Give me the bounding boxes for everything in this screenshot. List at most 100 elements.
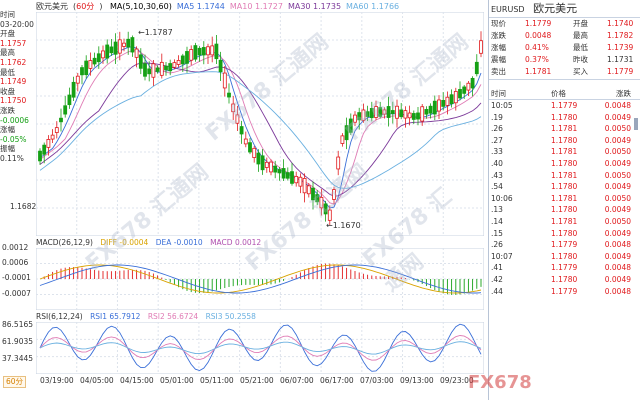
low-value: 1.1749	[0, 77, 27, 87]
candle-body	[374, 106, 378, 118]
fx678-logo: FX678	[468, 372, 532, 393]
candle-body	[117, 39, 122, 54]
divider	[489, 79, 640, 80]
candle-body	[411, 113, 416, 120]
tick-time: .27	[491, 135, 503, 145]
tick-price: 1.1780	[551, 275, 578, 284]
candle-body	[361, 109, 366, 121]
candle-body	[214, 43, 219, 60]
candle-body	[344, 125, 349, 141]
candle-body	[63, 105, 68, 115]
tick-row: .43 1.1781 0.0050	[489, 170, 640, 182]
quote-value: 1.1779	[607, 67, 634, 76]
candle-body	[260, 155, 265, 171]
candle-body	[50, 134, 55, 140]
time-axis-label: 07/03:00	[360, 376, 394, 385]
time-axis: 03/19:00 04/05:00 04/15:00 05/01:00 05/11:00…	[36, 376, 484, 388]
candle-body	[222, 72, 227, 89]
macd-chart[interactable]	[36, 248, 484, 310]
candle-body	[407, 112, 412, 119]
tick-row: .19 1.1780 0.0049	[489, 112, 640, 124]
tick-price: 1.1781	[551, 193, 578, 203]
open-label: 开盘	[0, 29, 15, 39]
candle-body	[285, 172, 290, 179]
chart-area[interactable]: 欧元美元 (60分) MA(5,10,30,60) MA5 1.1744 MA10 1…	[0, 0, 488, 400]
rsi-axis-label-2: 61.9035	[2, 337, 34, 346]
symbol-title: 欧元美元 (60分)	[36, 2, 103, 11]
candle-body	[269, 161, 273, 173]
tick-list[interactable]: 10:05 1.1779 0.0048 .19 1.1780 0.0049 .26 1.178…	[489, 100, 640, 300]
tick-row: 10:07 1.1780 0.0049	[489, 251, 640, 263]
tick-time: .13	[491, 205, 503, 215]
time-label: 时间	[0, 10, 15, 19]
time-axis-label: 05/11:00	[200, 376, 234, 385]
candle-body	[315, 194, 320, 203]
candle-body	[84, 60, 89, 76]
ticks-header-price: 价格	[551, 89, 566, 98]
candle-body	[243, 138, 248, 145]
tick-change: 0.0050	[604, 147, 631, 157]
change-value: -0.0006	[0, 115, 29, 125]
tick-row: .44 1.1779 0.0048	[489, 286, 640, 298]
tick-price: 1.1779	[551, 240, 578, 250]
rsi-axis-label-1: 86.5165	[2, 320, 34, 329]
candle-body	[336, 156, 341, 170]
tick-time: .15	[491, 228, 503, 238]
candle-body	[474, 61, 479, 75]
rsi-chart[interactable]	[36, 322, 484, 374]
rsi-axis-label-3: 37.3445	[2, 354, 34, 363]
tick-row: .15 1.1780 0.0049	[489, 228, 640, 240]
candle-body	[395, 105, 399, 119]
rsi-line	[39, 335, 482, 361]
candlestick-chart[interactable]	[36, 12, 484, 236]
tick-change: 0.0049	[604, 182, 631, 192]
candle-body	[126, 38, 131, 48]
tick-price: 1.1781	[551, 147, 578, 157]
ticks-header: 时间 价格 涨跌	[489, 88, 640, 100]
candle-body	[46, 139, 51, 148]
tick-row: .41 1.1779 0.0048	[489, 262, 640, 274]
candle-body	[470, 77, 475, 89]
candle-body	[235, 114, 240, 124]
tick-time: .19	[491, 112, 503, 122]
symbol-name: 欧元美元	[533, 2, 578, 15]
macd-value: MACD 0.0012	[210, 238, 262, 247]
ma-legend-item: MA(5,10,30,60)	[109, 2, 172, 11]
tick-price: 1.1780	[551, 228, 578, 238]
candle-body	[441, 99, 446, 107]
period-button[interactable]: 60分	[3, 376, 27, 388]
rsi-title: RSI(6,12,24)	[36, 312, 83, 321]
candle-body	[399, 109, 404, 118]
candle-body	[172, 62, 177, 68]
tick-price: 1.1780	[551, 135, 578, 145]
candle-body	[302, 178, 307, 194]
quote-row: 涨幅 0.41% 最低 1.1739	[489, 42, 640, 53]
macd-line	[39, 264, 482, 294]
macd-diff: DIFF -0.0004	[100, 238, 149, 247]
tick-change: 0.0049	[604, 159, 631, 168]
scrollbar-thumb[interactable]	[634, 118, 638, 130]
candle-body	[92, 57, 97, 65]
tick-price: 1.1780	[551, 182, 578, 192]
macd-dea: DEA -0.0010	[155, 238, 203, 247]
time-axis-label: 06/17:00	[320, 376, 354, 385]
candle-body	[386, 106, 391, 118]
quote-value: 1.1779	[525, 19, 552, 28]
macd-axis-label-4: -0.0007	[2, 289, 31, 298]
ma-legend-item: MA60 1.1766	[346, 2, 400, 11]
time-axis-label: 09/23:00	[440, 376, 474, 385]
close-label: 收盘	[0, 86, 15, 96]
candle-body	[88, 60, 93, 69]
candle-body	[210, 45, 215, 56]
candle-body	[390, 110, 395, 114]
macd-title: MACD(26,12,9)	[36, 238, 93, 247]
time-axis-label: 03/19:00	[40, 376, 74, 385]
candle-body	[113, 41, 118, 55]
quote-grid: 现价 1.1779 开盘 1.1740 涨跌 0.0048 最高 1.1782 涨幅 0.41% 最…	[489, 18, 640, 78]
candle-body	[378, 107, 383, 117]
candle-body	[294, 176, 299, 184]
time-axis-label: 04/05:00	[80, 376, 114, 385]
tick-change: 0.0050	[604, 193, 631, 203]
change-label: 涨跌	[0, 105, 15, 115]
moving-average-line	[39, 50, 482, 205]
